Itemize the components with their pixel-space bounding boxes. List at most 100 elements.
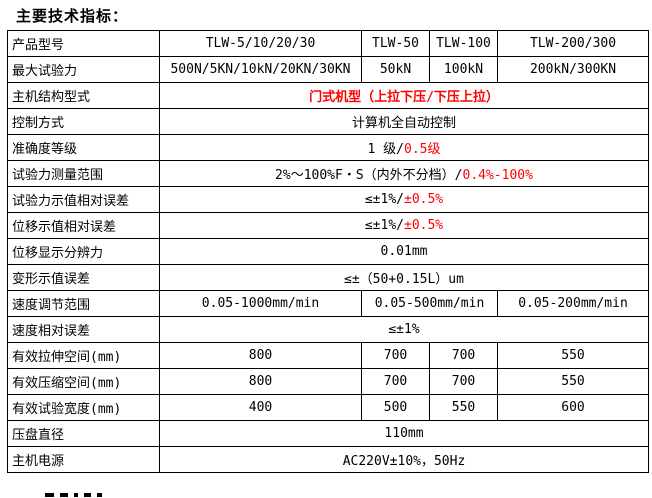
- value-cell: 700: [429, 342, 498, 369]
- value-text: 0.05-500mm/min: [374, 296, 485, 311]
- value-text: 0.5级: [404, 142, 441, 157]
- value-text: 550: [561, 348, 585, 363]
- value-cell: ≤±1%/±0.5%: [159, 212, 649, 239]
- table-row: 控制方式 计算机全自动控制: [7, 108, 649, 135]
- value-text: 1 级/: [367, 142, 404, 157]
- truncated-text-fragment: [45, 493, 108, 498]
- value-cell: 500: [361, 394, 430, 421]
- table-row: 试验力示值相对误差 ≤±1%/±0.5%: [7, 186, 649, 213]
- row-label: 主机结构型式: [7, 82, 160, 109]
- row-label: 位移示值相对误差: [7, 212, 160, 239]
- table-row: 有效试验宽度(mm) 400 500 550 600: [7, 394, 649, 421]
- row-label: 试验力测量范围: [7, 160, 160, 187]
- spec-table: 产品型号 TLW-5/10/20/30 TLW-50 TLW-100 TLW-200/3…: [7, 30, 649, 473]
- table-row: 有效压缩空间(mm) 800 700 700 550: [7, 368, 649, 395]
- value-cell: 0.01mm: [159, 238, 649, 265]
- value-text: 700: [383, 348, 408, 363]
- value-cell: 1 级/0.5级: [159, 134, 649, 161]
- value-cell: 800: [159, 368, 362, 395]
- table-row: 变形示值误差 ≤±（50+0.15L）um: [7, 264, 649, 291]
- value-text: 0.01mm: [380, 244, 428, 259]
- value-cell: 200kN/300KN: [497, 56, 649, 83]
- value-cell: 400: [159, 394, 362, 421]
- value-cell: 550: [497, 368, 649, 395]
- value-text: 400: [248, 400, 273, 415]
- value-cell: AC220V±10%，50Hz: [159, 446, 649, 473]
- value-text: ≤±1%/: [364, 218, 404, 233]
- value-text: ±0.5%: [404, 218, 444, 233]
- value-cell: 0.05-200mm/min: [497, 290, 649, 317]
- value-cell: 计算机全自动控制: [159, 108, 649, 135]
- value-text: 800: [248, 348, 273, 363]
- value-cell: TLW-5/10/20/30: [159, 30, 362, 57]
- value-cell: 700: [361, 368, 430, 395]
- table-row: 产品型号 TLW-5/10/20/30 TLW-50 TLW-100 TLW-200/3…: [7, 30, 649, 57]
- value-cell: 600: [497, 394, 649, 421]
- row-label: 准确度等级: [7, 134, 160, 161]
- value-text: 600: [561, 400, 585, 415]
- table-row: 试验力测量范围 2%～100%F・S（内外不分档）/0.4%-100%: [7, 160, 649, 187]
- value-text: 计算机全自动控制: [351, 116, 456, 131]
- table-row: 主机结构型式 门式机型（上拉下压/下压上拉）: [7, 82, 649, 109]
- value-cell: 500N/5KN/10kN/20KN/30KN: [159, 56, 362, 83]
- table-row: 速度相对误差 ≤±1%: [7, 316, 649, 343]
- value-cell: 50kN: [361, 56, 430, 83]
- value-text: TLW-100: [436, 36, 491, 51]
- table-row: 最大试验力 500N/5KN/10kN/20KN/30KN 50kN 100kN 200…: [7, 56, 649, 83]
- value-text: ≤±1%: [388, 322, 420, 337]
- value-text: 100kN: [443, 62, 484, 77]
- value-text: 800: [248, 374, 273, 389]
- value-text: 200kN/300KN: [529, 62, 617, 77]
- value-cell: TLW-50: [361, 30, 430, 57]
- value-text: 0.4%-100%: [462, 168, 533, 183]
- value-cell: 110mm: [159, 420, 649, 447]
- value-cell: ≤±（50+0.15L）um: [159, 264, 649, 291]
- value-cell: 550: [497, 342, 649, 369]
- value-text: TLW-50: [372, 36, 419, 51]
- value-cell: 550: [429, 394, 498, 421]
- value-text: AC220V±10%，50Hz: [342, 454, 466, 469]
- row-label: 速度调节范围: [7, 290, 160, 317]
- value-cell: 门式机型（上拉下压/下压上拉）: [159, 82, 649, 109]
- value-cell: 700: [361, 342, 430, 369]
- value-text: 500: [383, 400, 408, 415]
- row-label: 压盘直径: [7, 420, 160, 447]
- table-row: 速度调节范围 0.05-1000mm/min 0.05-500mm/min 0.05-…: [7, 290, 649, 317]
- row-label: 控制方式: [7, 108, 160, 135]
- value-text: ≤±（50+0.15L）um: [344, 272, 464, 287]
- value-text: 700: [451, 348, 476, 363]
- spec-table-body: 产品型号 TLW-5/10/20/30 TLW-50 TLW-100 TLW-200/3…: [7, 30, 649, 473]
- value-text: 700: [451, 374, 476, 389]
- table-row: 位移显示分辨力 0.01mm: [7, 238, 649, 265]
- value-cell: ≤±1%: [159, 316, 649, 343]
- value-text: 50kN: [379, 62, 412, 77]
- table-row: 压盘直径 110mm: [7, 420, 649, 447]
- value-text: TLW-5/10/20/30: [205, 36, 316, 51]
- table-row: 准确度等级 1 级/0.5级: [7, 134, 649, 161]
- value-cell: 2%～100%F・S（内外不分档）/0.4%-100%: [159, 160, 649, 187]
- row-label: 有效压缩空间(mm): [7, 368, 160, 395]
- value-text: 门式机型（上拉下压/下压上拉）: [309, 90, 499, 105]
- value-text: TLW-200/300: [529, 36, 617, 51]
- value-cell: TLW-200/300: [497, 30, 649, 57]
- row-label: 最大试验力: [7, 56, 160, 83]
- row-label: 速度相对误差: [7, 316, 160, 343]
- table-row: 有效拉伸空间(mm) 800 700 700 550: [7, 342, 649, 369]
- value-text: 110mm: [384, 426, 424, 441]
- table-row: 主机电源 AC220V±10%，50Hz: [7, 446, 649, 473]
- value-text: 500N/5KN/10kN/20KN/30KN: [170, 62, 351, 77]
- row-label: 有效拉伸空间(mm): [7, 342, 160, 369]
- value-cell: TLW-100: [429, 30, 498, 57]
- value-text: 2%～100%F・S（内外不分档）/: [275, 168, 463, 183]
- value-text: 0.05-200mm/min: [518, 296, 628, 311]
- value-text: 550: [561, 374, 585, 389]
- value-text: 550: [451, 400, 476, 415]
- value-cell: 0.05-1000mm/min: [159, 290, 362, 317]
- value-text: 700: [383, 374, 408, 389]
- row-label: 试验力示值相对误差: [7, 186, 160, 213]
- value-cell: ≤±1%/±0.5%: [159, 186, 649, 213]
- value-text: 0.05-1000mm/min: [201, 296, 320, 311]
- value-text: ≤±1%/: [364, 192, 404, 207]
- row-label: 位移显示分辨力: [7, 238, 160, 265]
